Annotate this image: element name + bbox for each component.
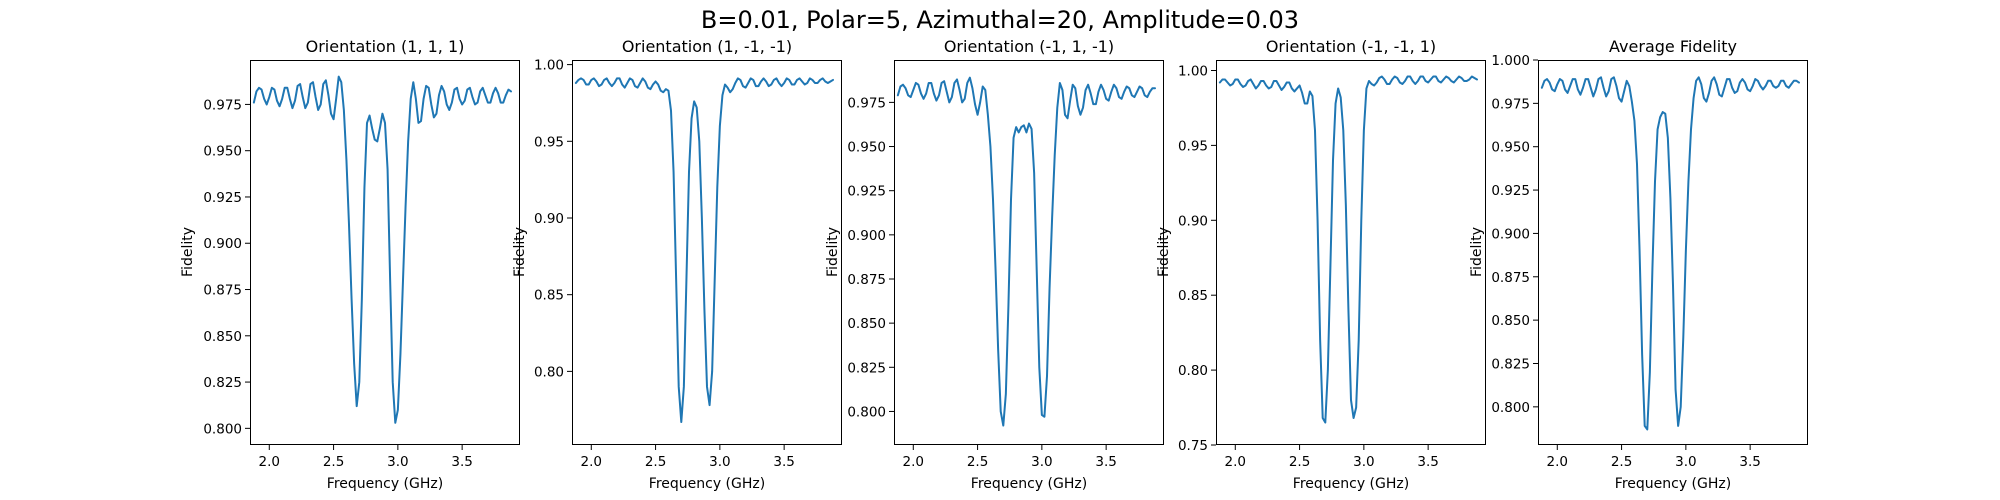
subplot-1-ytick-label: 0.850 [203,329,242,345]
subplot-3-ytick-label: 0.875 [847,272,886,288]
subplot-2-xtick-label: 3.5 [773,454,794,470]
subplot-1-xlabel: Frequency (GHz) [327,476,443,492]
subplot-1-ticks: 2.0 2.5 3.0 3.5 0.800 0.825 0.850 0.875 0.900 0.9… [203,97,473,470]
subplot-5-ytick-label: 0.975 [1491,96,1530,112]
subplot-4-xtick-label: 2.0 [1225,454,1246,470]
subplot-4-ytick-label: 1.00 [1178,63,1208,79]
subplot-1-title: Orientation (1, 1, 1) [306,37,465,56]
subplot-2-xtick-label: 3.0 [709,454,730,470]
subplot-2-xtick-label: 2.0 [581,454,602,470]
subplot-3-ytick-label: 0.900 [847,228,886,244]
subplot-5-ytick-label: 0.950 [1491,140,1530,156]
figure-title: B=0.01, Polar=5, Azimuthal=20, Amplitude… [701,6,1299,34]
subplot-5-xlabel: Frequency (GHz) [1615,476,1731,492]
subplot-1-axes-frame [250,60,520,445]
subplot-5-xtick-label: 3.0 [1675,454,1696,470]
subplot-3-ytick-label: 0.975 [847,95,886,111]
subplot-4-axes-frame [1216,60,1486,445]
subplot-2-xlabel: Frequency (GHz) [649,476,765,492]
subplot-2-series-line [574,77,834,423]
subplot-5-xtick-label: 3.5 [1739,454,1760,470]
subplot-3-xtick-label: 3.5 [1095,454,1116,470]
subplot-3-ticks: 2.0 2.5 3.0 3.5 0.800 0.825 0.850 0.875 0.900 0.9… [847,95,1117,470]
subplot-5-axes-frame [1538,60,1808,445]
subplot-5-ytick-label: 1.000 [1491,53,1530,69]
subplot-3-ytick-label: 0.950 [847,140,886,156]
subplot-3-xtick-label: 3.0 [1031,454,1052,470]
subplot-5-ytick-label: 0.925 [1491,183,1530,199]
subplot-4-xtick-label: 3.5 [1417,454,1438,470]
subplot-3-xlabel: Frequency (GHz) [971,476,1087,492]
subplot-2-ytick-label: 0.90 [534,211,564,227]
subplot-3-series-line [896,76,1156,427]
subplot-1-ytick-label: 0.825 [203,375,242,391]
subplot-1-xtick-label: 2.0 [259,454,280,470]
subplot-5: Average Fidelity Frequency (GHz) Fidelit… [1469,37,1808,492]
subplot-4-xtick-label: 3.0 [1353,454,1374,470]
subplot-3-axes-frame [894,60,1164,445]
subplot-2-ylabel: Fidelity [512,227,528,277]
subplot-4-series-line [1218,75,1478,424]
subplot-3-ytick-label: 0.925 [847,184,886,200]
subplot-1: Orientation (1, 1, 1) Frequency (GHz) Fi… [180,37,520,492]
subplot-4: Orientation (-1, -1, 1) Frequency (GHz) … [1156,37,1486,492]
subplot-1-ytick-label: 0.875 [203,283,242,299]
subplot-1-series-line [252,75,512,424]
subplot-1-ytick-label: 0.950 [203,144,242,160]
subplot-1-xtick-label: 3.0 [387,454,408,470]
subplot-5-series-line [1540,76,1800,431]
subplot-4-title: Orientation (-1, -1, 1) [1266,37,1436,56]
subplot-5-ytick-label: 0.850 [1491,313,1530,329]
subplot-3-ylabel: Fidelity [825,227,841,277]
subplot-3-xtick-label: 2.0 [903,454,924,470]
subplot-3-title: Orientation (-1, 1, -1) [944,37,1114,56]
subplot-4-ytick-label: 0.95 [1178,138,1208,154]
subplot-5-ytick-label: 0.825 [1491,356,1530,372]
subplot-3-ytick-label: 0.850 [847,316,886,332]
subplot-2: Orientation (1, -1, -1) Frequency (GHz) … [512,37,842,492]
subplot-5-ytick-label: 0.875 [1491,270,1530,286]
subplot-4-ylabel: Fidelity [1156,227,1172,277]
subplot-3-ytick-label: 0.800 [847,404,886,420]
subplot-1-xtick-label: 3.5 [451,454,472,470]
subplot-5-ylabel: Fidelity [1469,227,1485,277]
subplot-5-ytick-label: 0.900 [1491,226,1530,242]
subplot-2-axes-frame [572,60,842,445]
subplot-3: Orientation (-1, 1, -1) Frequency (GHz) … [825,37,1164,492]
subplot-2-xtick-label: 2.5 [645,454,666,470]
subplot-1-ytick-label: 0.900 [203,236,242,252]
subplot-2-ytick-label: 0.80 [534,364,564,380]
subplot-4-ytick-label: 0.85 [1178,288,1208,304]
subplot-4-ytick-label: 0.80 [1178,363,1208,379]
subplot-5-xtick-label: 2.0 [1547,454,1568,470]
subplot-1-xtick-label: 2.5 [323,454,344,470]
subplot-4-ytick-label: 0.90 [1178,213,1208,229]
subplot-4-xlabel: Frequency (GHz) [1293,476,1409,492]
subplot-2-title: Orientation (1, -1, -1) [622,37,792,56]
subplot-5-ytick-label: 0.800 [1491,400,1530,416]
subplot-1-ytick-label: 0.800 [203,421,242,437]
subplot-3-xtick-label: 2.5 [967,454,988,470]
subplot-3-ytick-label: 0.825 [847,360,886,376]
subplot-5-ticks: 2.0 2.5 3.0 3.5 0.800 0.825 0.850 0.875 0.900 0.9… [1491,53,1761,470]
subplot-1-ytick-label: 0.925 [203,190,242,206]
subplot-4-xtick-label: 2.5 [1289,454,1310,470]
subplot-1-ylabel: Fidelity [180,227,196,277]
subplot-4-ticks: 2.0 2.5 3.0 3.5 0.75 0.80 0.85 0.90 0.95 1.00 [1178,63,1439,470]
subplot-5-xtick-label: 2.5 [1611,454,1632,470]
subplot-2-ticks: 2.0 2.5 3.0 3.5 0.80 0.85 0.90 0.95 1.00 [534,58,795,470]
subplot-2-ytick-label: 0.95 [534,134,564,150]
subplot-2-ytick-label: 1.00 [534,58,564,74]
subplot-5-title: Average Fidelity [1609,37,1737,56]
subplot-1-ytick-label: 0.975 [203,97,242,113]
subplot-4-ytick-label: 0.75 [1178,438,1208,454]
subplot-2-ytick-label: 0.85 [534,288,564,304]
